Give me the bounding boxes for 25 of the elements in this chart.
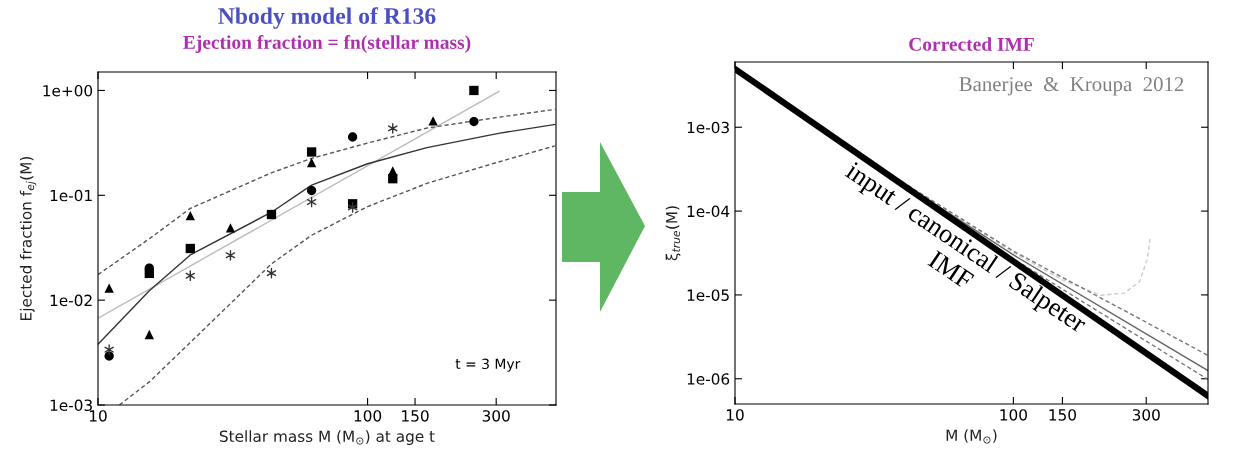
x-tick-label: 150	[1049, 409, 1076, 421]
annotation: t = 3 Myr	[455, 358, 521, 372]
y-tick-label: 1e-03	[687, 121, 729, 134]
x-tick-label: 300	[482, 410, 510, 422]
chart-subtitle: Ejection fraction = fn(stellar mass)	[183, 35, 471, 53]
y-tick-label: 1e+00	[43, 84, 93, 97]
y-axis-title: ξ$_{true}$(M)	[665, 206, 681, 261]
y-axis-title: Ejected fraction f$_{ej}$(M)	[19, 156, 37, 320]
annotation: Banerjee & Kroupa 2012	[959, 77, 1184, 96]
chart-title: Corrected IMF	[909, 37, 1034, 51]
x-tick-label: 10	[89, 410, 107, 422]
y-tick-label: 1e-04	[687, 205, 730, 218]
y-tick-label: 1e-02	[50, 294, 92, 307]
x-axis-title: Stellar mass M (M$_{⊙}$) at age t	[219, 430, 435, 445]
x-axis-title: M (M$_{⊙}$)	[946, 429, 997, 444]
y-tick-label: 1e-03	[50, 399, 92, 412]
x-tick-label: 10	[726, 409, 744, 421]
x-tick-label: 300	[1132, 409, 1160, 421]
chart-title: Nbody model of R136	[218, 7, 436, 29]
y-tick-label: 1e-01	[50, 189, 92, 202]
y-tick-label: 1e-06	[687, 373, 730, 385]
y-tick-label: 1e-05	[687, 289, 729, 301]
x-tick-label: 100	[1000, 409, 1027, 421]
x-tick-label: 100	[354, 410, 382, 422]
x-tick-label: 150	[402, 410, 429, 422]
